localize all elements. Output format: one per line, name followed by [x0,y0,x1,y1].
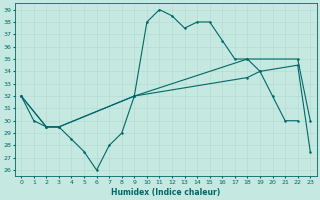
X-axis label: Humidex (Indice chaleur): Humidex (Indice chaleur) [111,188,220,197]
